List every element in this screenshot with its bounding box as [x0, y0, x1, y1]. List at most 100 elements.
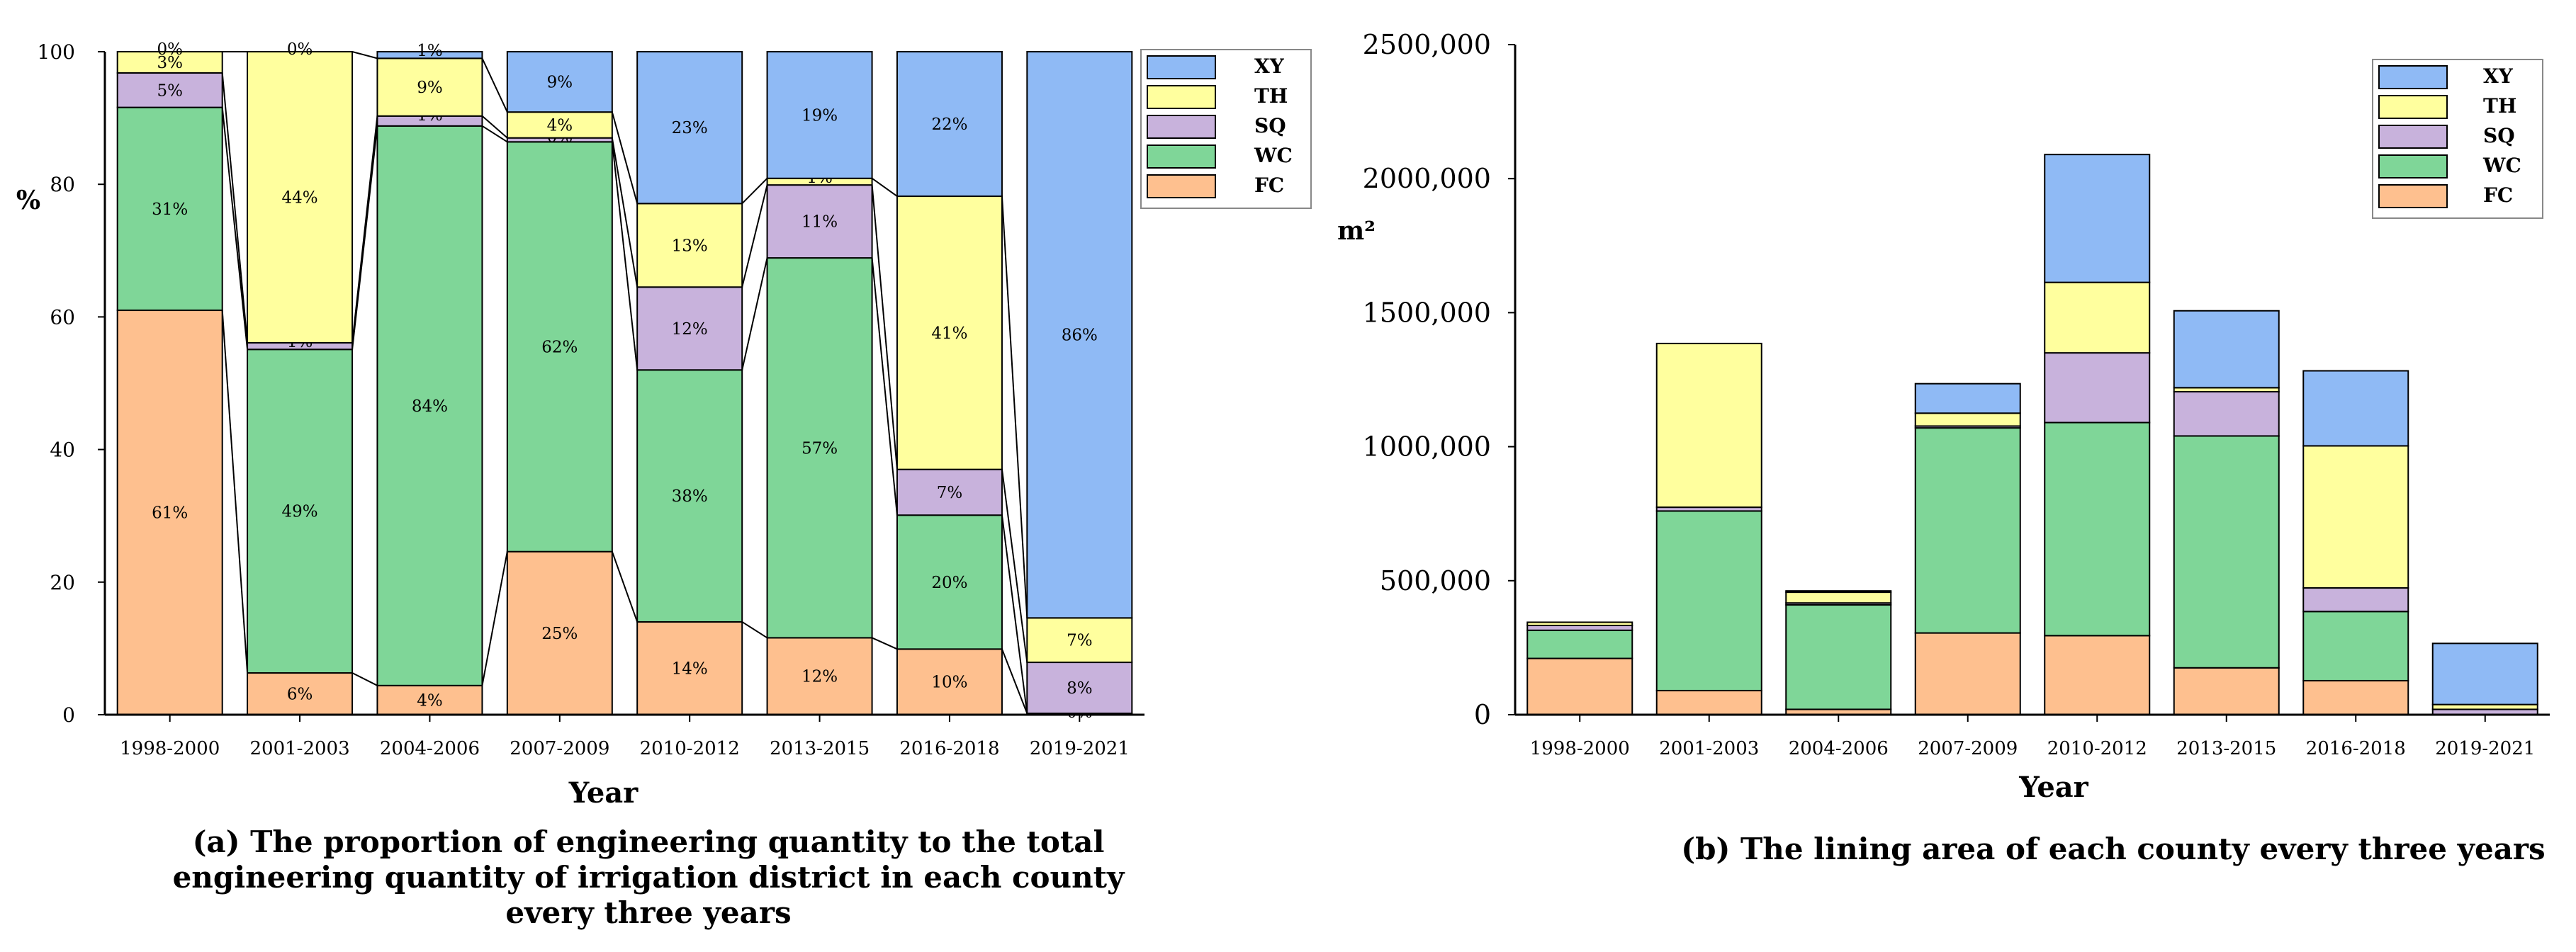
- bar-b-fc-2001-2003: [1655, 689, 1762, 715]
- x-tick-label-b-2004-2006: 2004-2006: [1789, 738, 1889, 759]
- data-label-a-wc-2004-2006: 84%: [412, 397, 448, 416]
- chart-a-legend-swatch-sq: [1147, 115, 1216, 139]
- connector-a-4-0: [741, 621, 768, 639]
- data-label-a-sq-2010-2012: 12%: [672, 320, 708, 339]
- y-tick-label-a-100: 100: [38, 40, 75, 64]
- bar-b-xy-2013-2015: [2173, 310, 2280, 389]
- data-label-a-wc-2013-2015: 57%: [802, 439, 838, 458]
- chart-b-legend-swatch-wc: [2378, 154, 2448, 178]
- bar-b-fc-2016-2018: [2302, 679, 2409, 715]
- bar-a-wc-2004-2006: [376, 125, 483, 686]
- data-label-a-th-2007-2009: 4%: [547, 116, 573, 135]
- caption-b-line-1: (b) The lining area of each county every…: [1681, 832, 2545, 866]
- data-label-a-fc-2007-2009: 25%: [541, 625, 578, 643]
- bar-b-sq-1998-2000: [1526, 624, 1633, 631]
- data-label-a-sq-1998-2000: 5%: [157, 81, 183, 100]
- bar-b-th-2001-2003: [1655, 342, 1762, 509]
- data-label-a-wc-2007-2009: 62%: [541, 339, 578, 357]
- connector-a-5-0: [872, 637, 898, 650]
- data-label-a-sq-2013-2015: 11%: [802, 213, 838, 232]
- bar-a-wc-2013-2015: [766, 257, 873, 639]
- bar-b-sq-2016-2018: [2302, 587, 2409, 613]
- connector-a-4-2: [741, 184, 768, 288]
- x-tick-label-a-1998-2000: 1998-2000: [120, 738, 220, 759]
- bar-a-th-2016-2018: [896, 196, 1003, 470]
- bar-b-wc-2007-2009: [1914, 427, 2021, 634]
- connector-a-2-1: [481, 125, 508, 143]
- connector-a-1-0: [351, 672, 378, 686]
- chart-a-legend-swatch-wc: [1147, 144, 1216, 169]
- bar-b-xy-2016-2018: [2302, 370, 2409, 447]
- bar-a-th-1998-2000: [116, 51, 223, 74]
- connector-a-1-1: [351, 125, 378, 350]
- bar-b-fc-2007-2009: [1914, 632, 2021, 716]
- bar-a-sq-2013-2015: [766, 184, 873, 259]
- connector-a-1-2: [351, 115, 378, 344]
- y-tick-label-b-500000: 500,000: [1380, 565, 1491, 596]
- chart-a-legend-label-fc: FC: [1254, 174, 1284, 197]
- bar-a-fc-2013-2015: [766, 637, 873, 716]
- chart-a-legend-label-wc: WC: [1254, 144, 1293, 167]
- bar-b-th-2004-2006: [1785, 591, 1892, 604]
- chart-b-legend-label-sq: SQ: [2483, 124, 2515, 147]
- chart-b-legend-swatch-fc: [2378, 184, 2448, 208]
- data-label-a-th-2004-2006: 9%: [417, 79, 443, 97]
- data-label-a-wc-2010-2012: 38%: [672, 487, 708, 506]
- bar-b-xy-2004-2006: [1785, 590, 1892, 594]
- x-tick-label-a-2019-2021: 2019-2021: [1030, 738, 1130, 759]
- chart-b-legend-label-xy: XY: [2483, 64, 2514, 88]
- bar-a-th-2007-2009: [506, 111, 613, 139]
- data-label-a-wc-1998-2000: 31%: [152, 200, 188, 219]
- connector-a-1-3: [351, 51, 378, 60]
- bar-b-th-2010-2012: [2044, 281, 2151, 354]
- bar-a-wc-1998-2000: [116, 106, 223, 312]
- x-tick-label-b-2013-2015: 2013-2015: [2176, 738, 2276, 759]
- chart-b-legend-swatch-th: [2378, 95, 2448, 119]
- bar-b-xy-2007-2009: [1914, 382, 2021, 414]
- y-tick-label-b-1500000: 1500,000: [1363, 297, 1491, 328]
- y-tick-label-b-0: 0: [1474, 699, 1491, 730]
- y-axis-title-a: %: [16, 186, 40, 215]
- connector-a-2-3: [481, 57, 508, 113]
- data-label-a-th-2019-2021: 7%: [1067, 632, 1093, 650]
- bar-b-sq-2010-2012: [2044, 352, 2151, 424]
- caption-a-line-2: engineering quantity of irrigation distr…: [173, 860, 1125, 895]
- connector-a-3-0: [611, 551, 639, 623]
- bar-a-xy-2016-2018: [896, 51, 1003, 198]
- bar-b-th-2016-2018: [2302, 445, 2409, 589]
- x-tick-label-b-2016-2018: 2016-2018: [2306, 738, 2406, 759]
- data-label-a-xy-2004-2006: 1%: [417, 42, 443, 60]
- chart-a-legend-swatch-fc: [1147, 174, 1216, 198]
- connector-a-3-1: [611, 142, 639, 370]
- bar-a-xy-2007-2009: [506, 51, 613, 113]
- data-label-a-wc-2001-2003: 49%: [282, 503, 318, 521]
- bar-b-xy-2019-2021: [2431, 642, 2538, 706]
- chart-b-legend-label-th: TH: [2483, 94, 2516, 118]
- data-label-a-xy-2013-2015: 19%: [802, 106, 838, 125]
- x-tick-label-b-2019-2021: 2019-2021: [2435, 738, 2535, 759]
- x-tick-label-b-2010-2012: 2010-2012: [2047, 738, 2147, 759]
- bar-a-fc-2004-2006: [376, 684, 483, 715]
- bar-b-fc-2013-2015: [2173, 667, 2280, 716]
- chart-b-legend-swatch-sq: [2378, 125, 2448, 149]
- y-tick-label-b-2500000: 2500,000: [1363, 29, 1491, 60]
- bar-a-th-2019-2021: [1026, 617, 1133, 664]
- data-label-a-fc-2004-2006: 4%: [417, 691, 443, 710]
- chart-b-legend-label-fc: FC: [2483, 183, 2513, 207]
- chart-b-lining-area: 0 500,000 1000,000 1500,000 2000,000 2500,000…: [1337, 29, 2550, 866]
- chart-b-legend-label-wc: WC: [2482, 154, 2521, 177]
- data-label-a-fc-2016-2018: 10%: [931, 674, 967, 692]
- x-tick-label-a-2010-2012: 2010-2012: [640, 738, 740, 759]
- bar-a-fc-2010-2012: [636, 620, 743, 716]
- data-label-a-sq-2016-2018: 7%: [937, 484, 963, 502]
- bar-b-wc-2004-2006: [1785, 604, 1892, 710]
- x-tick-label-a-2007-2009: 2007-2009: [510, 738, 609, 759]
- bar-b-th-1998-2000: [1526, 621, 1633, 626]
- data-label-a-th-2010-2012: 13%: [672, 237, 708, 255]
- bar-a-wc-2007-2009: [506, 141, 613, 552]
- data-label-a-xy-2016-2018: 22%: [931, 115, 967, 134]
- connector-a-4-3: [741, 178, 768, 205]
- chart-a-legend-label-th: TH: [1254, 84, 1288, 108]
- data-label-a-xy-1998-2000: 0%: [157, 40, 183, 59]
